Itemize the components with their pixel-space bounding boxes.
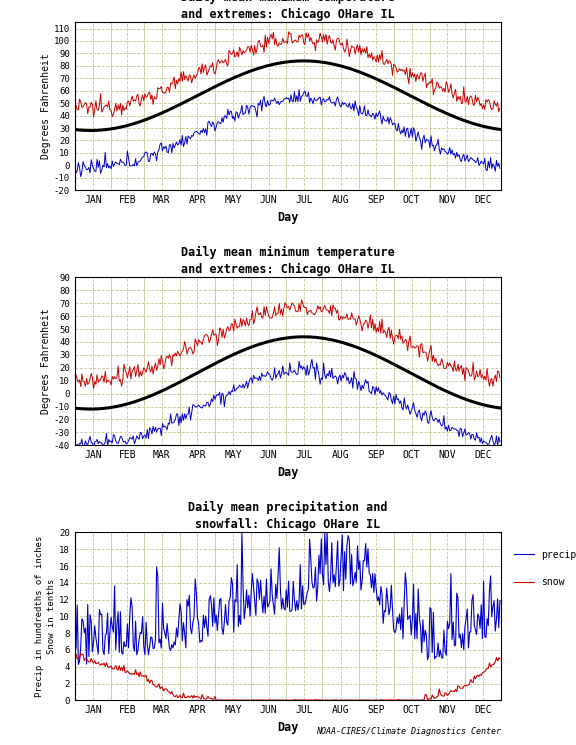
Legend: precip, snow: precip, snow (510, 546, 576, 591)
X-axis label: Day: Day (277, 466, 299, 478)
Y-axis label: Degrees Fahrenheit: Degrees Fahrenheit (41, 308, 51, 414)
Y-axis label: Degrees Fahrenheit: Degrees Fahrenheit (41, 54, 51, 159)
X-axis label: Day: Day (277, 211, 299, 224)
X-axis label: Day: Day (277, 720, 299, 734)
Text: NOAA-CIRES/Climate Diagnostics Center: NOAA-CIRES/Climate Diagnostics Center (316, 727, 501, 736)
Title: Daily mean maximum temperature
and extremes: Chicago OHare IL: Daily mean maximum temperature and extre… (181, 0, 395, 21)
Title: Daily mean precipitation and
snowfall: Chicago OHare IL: Daily mean precipitation and snowfall: C… (188, 501, 388, 531)
Title: Daily mean minimum temperature
and extremes: Chicago OHare IL: Daily mean minimum temperature and extre… (181, 246, 395, 276)
Y-axis label: Precip in hundredths of inches
Snow in tenths: Precip in hundredths of inches Snow in t… (35, 536, 56, 697)
